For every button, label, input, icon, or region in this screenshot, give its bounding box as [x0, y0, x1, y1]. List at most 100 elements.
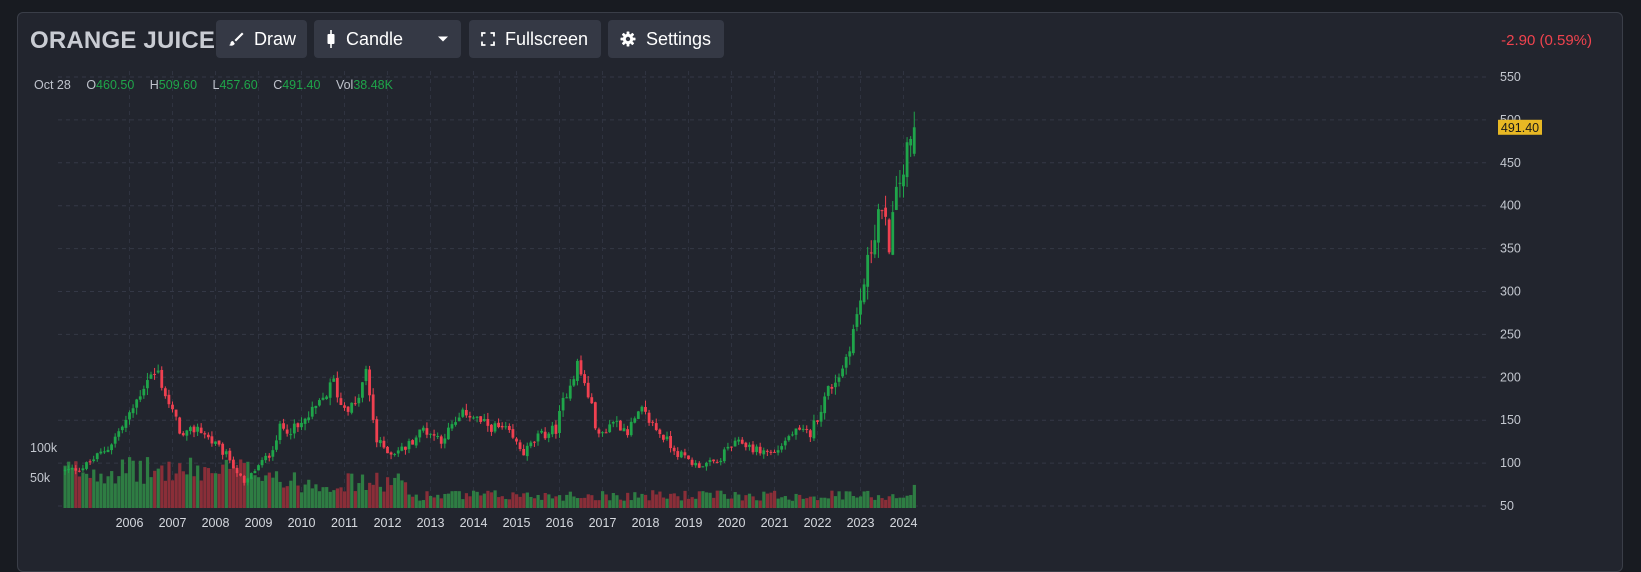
candle[interactable] — [748, 442, 751, 451]
candle[interactable] — [486, 412, 490, 432]
candle[interactable] — [550, 421, 554, 438]
candle[interactable] — [67, 465, 70, 474]
candle[interactable] — [92, 455, 96, 463]
candle[interactable] — [837, 373, 841, 387]
candle[interactable] — [310, 401, 314, 420]
candle[interactable] — [880, 209, 884, 220]
candle[interactable] — [862, 278, 866, 305]
candle[interactable] — [70, 464, 74, 470]
candle[interactable] — [146, 372, 149, 396]
candle[interactable] — [85, 461, 88, 471]
candle[interactable] — [171, 401, 174, 413]
candle[interactable] — [769, 449, 773, 456]
candle[interactable] — [619, 419, 622, 431]
candle[interactable] — [131, 404, 135, 418]
price-chart[interactable]: 5010015020025030035040045050055020062007… — [18, 13, 1624, 533]
candle[interactable] — [672, 445, 676, 455]
candle[interactable] — [74, 465, 78, 475]
candle[interactable] — [429, 433, 432, 439]
candle[interactable] — [902, 164, 905, 198]
candle[interactable] — [332, 375, 336, 382]
candle[interactable] — [791, 431, 794, 437]
draw-button[interactable]: Draw — [216, 20, 307, 58]
candle[interactable] — [192, 424, 196, 438]
candle[interactable] — [153, 367, 156, 380]
candle[interactable] — [762, 447, 766, 459]
candle[interactable] — [561, 392, 565, 417]
candle[interactable] — [518, 439, 522, 452]
candle[interactable] — [490, 423, 493, 436]
candle[interactable] — [167, 389, 171, 408]
candle[interactable] — [103, 446, 106, 454]
candle[interactable] — [654, 418, 658, 432]
candle[interactable] — [178, 416, 182, 435]
candle[interactable] — [572, 375, 576, 388]
candle[interactable] — [543, 427, 547, 440]
candle[interactable] — [260, 457, 264, 468]
candle[interactable] — [77, 467, 81, 473]
candle[interactable] — [690, 457, 694, 467]
candle[interactable] — [855, 307, 859, 332]
candle[interactable] — [576, 358, 579, 386]
candle[interactable] — [267, 453, 271, 462]
candle[interactable] — [189, 425, 192, 435]
candle[interactable] — [712, 459, 715, 464]
candle[interactable] — [805, 425, 809, 434]
candle[interactable] — [694, 460, 698, 468]
candle[interactable] — [353, 396, 357, 406]
candle[interactable] — [468, 411, 472, 422]
candle[interactable] — [479, 416, 483, 424]
candle[interactable] — [120, 425, 124, 434]
candle[interactable] — [224, 449, 228, 458]
candle[interactable] — [894, 175, 898, 211]
candle[interactable] — [393, 452, 397, 457]
candle[interactable] — [285, 424, 289, 437]
candle[interactable] — [228, 448, 232, 464]
candle[interactable] — [217, 440, 221, 447]
candle[interactable] — [142, 385, 146, 399]
candle[interactable] — [500, 422, 504, 430]
candle[interactable] — [507, 423, 511, 433]
candle[interactable] — [776, 445, 780, 456]
candle[interactable] — [174, 409, 178, 421]
candle[interactable] — [138, 390, 142, 403]
candle[interactable] — [905, 137, 909, 187]
candle[interactable] — [536, 430, 540, 446]
candle[interactable] — [586, 375, 590, 399]
candle[interactable] — [812, 414, 816, 442]
candle[interactable] — [877, 203, 880, 258]
candle[interactable] — [242, 474, 246, 486]
candle[interactable] — [511, 424, 515, 440]
candle[interactable] — [303, 417, 307, 431]
candle[interactable] — [697, 461, 701, 469]
candle[interactable] — [608, 419, 612, 433]
candle[interactable] — [554, 420, 558, 439]
candle[interactable] — [203, 431, 207, 439]
candle[interactable] — [830, 384, 834, 394]
candle[interactable] — [669, 431, 672, 453]
candle[interactable] — [755, 444, 758, 456]
candle[interactable] — [439, 434, 443, 449]
candle[interactable] — [773, 449, 776, 453]
candle[interactable] — [898, 170, 902, 198]
candle[interactable] — [411, 439, 414, 445]
candle[interactable] — [780, 443, 784, 453]
candle[interactable] — [715, 459, 719, 464]
candle[interactable] — [128, 410, 131, 425]
candle[interactable] — [887, 218, 891, 255]
candle[interactable] — [676, 447, 680, 460]
candle[interactable] — [568, 378, 572, 401]
candle[interactable] — [235, 465, 239, 477]
candle[interactable] — [389, 451, 393, 460]
candle[interactable] — [866, 246, 870, 300]
candle[interactable] — [325, 395, 328, 400]
candle[interactable] — [651, 420, 655, 427]
candle[interactable] — [611, 420, 615, 428]
candle[interactable] — [149, 371, 153, 379]
candle[interactable] — [540, 428, 543, 434]
candle[interactable] — [859, 288, 862, 325]
candle[interactable] — [117, 428, 121, 441]
candle[interactable] — [289, 428, 293, 440]
candle[interactable] — [758, 442, 762, 456]
candle[interactable] — [407, 438, 411, 454]
